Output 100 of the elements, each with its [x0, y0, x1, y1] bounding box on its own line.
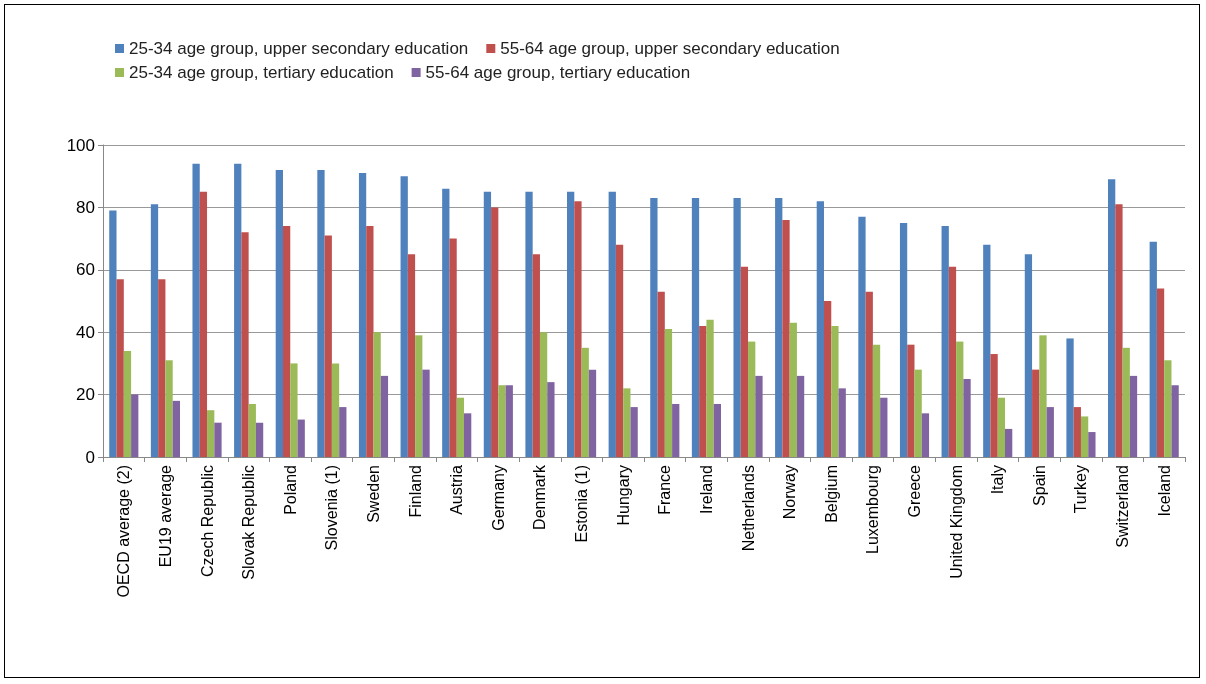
bar [838, 388, 846, 457]
bar [366, 226, 374, 457]
bar [407, 254, 416, 457]
bar [983, 244, 991, 457]
bar [733, 198, 741, 457]
bar [483, 191, 492, 457]
bar [172, 400, 180, 457]
bar [165, 360, 173, 457]
x-tick-label: EU19 average [156, 464, 174, 568]
bar [422, 369, 430, 457]
bar [415, 335, 423, 457]
bar [831, 325, 839, 457]
bar [880, 397, 888, 457]
bar [672, 403, 680, 457]
x-tick-label: Netherlands [739, 465, 757, 552]
bar [131, 394, 139, 457]
bar [290, 363, 298, 457]
bar [921, 413, 930, 457]
y-tick-label: 40 [76, 322, 95, 342]
bar [449, 238, 457, 457]
bar [740, 266, 749, 457]
y-tick-label: 20 [76, 385, 95, 405]
bar [109, 210, 117, 457]
bar [1080, 416, 1089, 457]
bar [358, 173, 367, 457]
y-tick-label: 0 [85, 447, 95, 467]
bar [282, 226, 291, 457]
bar [941, 226, 949, 457]
bar [1039, 335, 1047, 457]
bar [1171, 385, 1179, 457]
x-tick-label: United Kingdom [947, 465, 965, 579]
bar [297, 419, 305, 457]
x-tick-label: Luxembourg [864, 465, 882, 554]
bar [547, 382, 555, 457]
x-tick-label: Czech Republic [198, 465, 216, 578]
bar [748, 341, 756, 457]
bar [956, 341, 964, 457]
bar [755, 375, 763, 457]
legend-label: 55-64 age group, upper secondary education [500, 39, 840, 58]
x-tick-label: Germany [489, 465, 507, 531]
x-tick-label: Sweden [365, 465, 382, 523]
y-tick-label: 60 [76, 260, 95, 280]
bar [650, 198, 658, 457]
bar [963, 379, 971, 457]
bar [823, 301, 832, 457]
y-tick-label: 100 [66, 135, 95, 155]
bar [664, 329, 673, 457]
bar [498, 385, 506, 457]
bar [1046, 407, 1054, 457]
bar [331, 363, 340, 457]
x-tick-label: Denmark [531, 464, 549, 530]
bar [1088, 432, 1096, 457]
y-tick-label: 80 [76, 197, 95, 217]
bar [248, 403, 256, 457]
bar [796, 375, 805, 457]
bar [317, 169, 325, 457]
x-tick-label: Austria [448, 464, 466, 515]
bar [116, 279, 124, 457]
bar [581, 347, 589, 457]
bar [207, 410, 215, 457]
bar [865, 291, 873, 457]
bar [990, 354, 998, 457]
bar [899, 223, 908, 457]
x-tick-label: Slovak Republic [240, 465, 258, 580]
x-tick-label: Italy [989, 465, 1007, 495]
x-tick-label: Hungary [614, 465, 632, 526]
bar [1073, 407, 1081, 457]
bar [255, 422, 264, 457]
bar [1066, 338, 1074, 457]
x-tick-label: Iceland [1155, 465, 1173, 517]
bar [324, 235, 332, 457]
bar [123, 350, 132, 457]
bar [539, 332, 548, 457]
bar [775, 198, 783, 457]
x-tick-label: Turkey [1072, 465, 1090, 514]
x-tick-label: Poland [281, 465, 299, 515]
bar [505, 385, 513, 457]
bar [464, 413, 472, 457]
bar [1005, 428, 1013, 457]
bar [158, 279, 166, 457]
x-tick-label: Switzerland [1114, 465, 1132, 548]
bar [234, 163, 242, 457]
bar [789, 322, 797, 457]
bar [657, 291, 665, 457]
legend-label: 25-34 age group, tertiary education [129, 63, 394, 82]
bar [858, 216, 866, 457]
x-tick-label: France [656, 464, 674, 515]
bar [574, 201, 582, 457]
bar [630, 407, 638, 457]
x-tick-label: Slovenia (1) [323, 465, 341, 551]
legend-label: 55-64 age group, tertiary education [425, 63, 691, 82]
bar [914, 369, 922, 457]
bar [713, 403, 721, 457]
bar [241, 232, 249, 457]
bar [1156, 288, 1165, 457]
bar [275, 169, 283, 457]
bar [339, 407, 347, 457]
bar [525, 191, 533, 457]
bar [199, 191, 208, 457]
bar [907, 344, 915, 457]
